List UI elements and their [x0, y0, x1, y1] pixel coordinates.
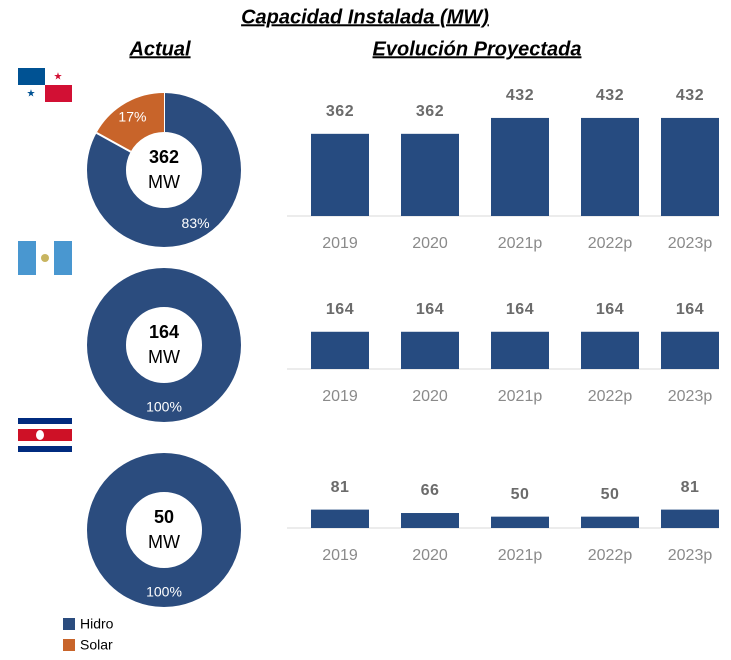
bar	[661, 509, 719, 528]
value-label: 81	[681, 479, 700, 496]
svg-text:★: ★	[27, 89, 36, 100]
bar	[401, 513, 459, 528]
x-tick-label: 2023p	[668, 388, 713, 405]
value-label: 432	[506, 87, 534, 104]
value-label: 164	[326, 301, 354, 318]
donut-segment	[87, 268, 241, 422]
value-label: 432	[596, 87, 624, 104]
bar	[401, 331, 459, 369]
subtitle: Actual	[128, 38, 191, 60]
x-tick-label: 2019	[322, 388, 358, 405]
value-label: 100%	[146, 399, 182, 415]
x-tick-label: 2022p	[588, 547, 633, 564]
bar	[661, 331, 719, 369]
donut-segment	[87, 93, 241, 247]
x-tick-label: 2020	[412, 235, 448, 252]
bar	[581, 516, 639, 528]
x-tick-label: 2019	[322, 547, 358, 564]
flag-panama: ★ ★	[18, 68, 72, 102]
x-tick-label: 2022p	[588, 235, 633, 252]
center-value: 362	[149, 147, 179, 167]
center-unit: MW	[148, 172, 180, 192]
value-label: 50	[601, 486, 620, 503]
x-tick-label: 2020	[412, 388, 448, 405]
svg-text:★: ★	[54, 72, 63, 83]
legend-swatch	[63, 618, 75, 630]
value-label: 66	[421, 482, 440, 499]
bar	[581, 117, 639, 216]
legend-swatch	[63, 639, 75, 651]
title: Capacidad Instalada (MW)	[241, 6, 489, 28]
center-unit: MW	[148, 347, 180, 367]
legend-label: Solar	[80, 637, 113, 653]
bar	[491, 331, 549, 369]
bar	[661, 117, 719, 216]
value-label: 50	[511, 486, 530, 503]
x-tick-label: 2023p	[668, 547, 713, 564]
bar	[311, 133, 369, 216]
x-tick-label: 2021p	[498, 547, 543, 564]
value-label: 17%	[118, 108, 146, 124]
bar	[491, 516, 549, 528]
bar	[311, 331, 369, 369]
subtitle: Evolución Proyectada	[373, 38, 582, 60]
flag-guatemala	[18, 241, 72, 275]
x-tick-label: 2019	[322, 235, 358, 252]
center-value: 50	[154, 507, 174, 527]
value-label: 83%	[182, 215, 210, 231]
x-tick-label: 2021p	[498, 388, 543, 405]
value-label: 362	[416, 103, 444, 120]
value-label: 164	[596, 301, 624, 318]
segment-divider	[96, 132, 132, 153]
center-unit: MW	[148, 532, 180, 552]
legend-label: Hidro	[80, 616, 114, 632]
center-value: 164	[149, 322, 179, 342]
x-tick-label: 2020	[412, 547, 448, 564]
value-label: 164	[506, 301, 534, 318]
value-label: 164	[416, 301, 444, 318]
donut-segment	[87, 453, 241, 607]
bar	[401, 133, 459, 216]
flag-costa-rica	[18, 418, 72, 452]
bar	[581, 331, 639, 369]
value-label: 432	[676, 87, 704, 104]
value-label: 164	[676, 301, 704, 318]
x-tick-label: 2022p	[588, 388, 633, 405]
x-tick-label: 2021p	[498, 235, 543, 252]
x-tick-label: 2023p	[668, 235, 713, 252]
bar	[491, 117, 549, 216]
bar	[311, 509, 369, 528]
value-label: 362	[326, 103, 354, 120]
value-label: 81	[331, 479, 350, 496]
value-label: 100%	[146, 584, 182, 600]
